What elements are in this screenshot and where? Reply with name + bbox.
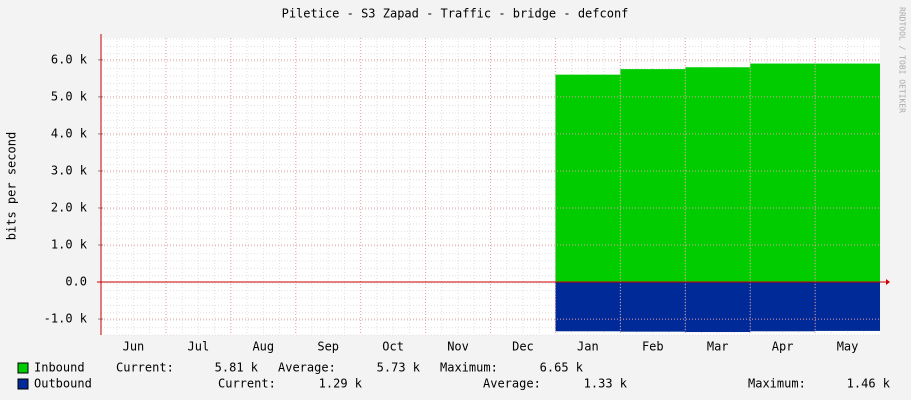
area-segment <box>750 63 816 283</box>
area-segment <box>685 282 751 333</box>
x-tick-label: Oct <box>382 340 404 354</box>
legend-stat-label: Current: <box>116 361 174 375</box>
x-tick-label: Aug <box>252 340 274 354</box>
y-tick-label: 5.0 k <box>51 89 88 103</box>
axis-arrow <box>886 279 890 286</box>
legend-label: Inbound <box>34 361 85 375</box>
y-tick-label: 4.0 k <box>51 126 88 140</box>
legend-label: Outbound <box>34 377 92 391</box>
side-note: RRDTOOL / TOBI OETIKER <box>898 7 907 113</box>
y-tick-label: 6.0 k <box>51 52 88 66</box>
legend-swatch <box>17 378 29 390</box>
legend-stat-value: 1.29 k <box>319 377 363 391</box>
x-tick-label: Apr <box>772 340 794 354</box>
x-tick-label: Jul <box>188 340 210 354</box>
x-tick-label: Sep <box>317 340 339 354</box>
x-tick-label: Mar <box>707 340 729 354</box>
y-axis-label: bits per second <box>5 132 19 240</box>
area-segment <box>620 282 686 332</box>
legend-stat-value: 5.81 k <box>215 361 259 375</box>
legend-stat-label: Average: <box>483 377 541 391</box>
y-tick-label: -1.0 k <box>44 312 88 326</box>
legend-stat-label: Average: <box>278 361 336 375</box>
area-segment <box>555 74 621 283</box>
area-segment <box>620 69 686 283</box>
x-tick-label: May <box>837 340 859 354</box>
area-segment <box>815 63 880 283</box>
area-segment <box>815 282 880 331</box>
chart-title: Piletice - S3 Zapad - Traffic - bridge -… <box>282 7 629 21</box>
legend-stat-value: 1.33 k <box>584 377 628 391</box>
x-tick-label: Nov <box>447 340 469 354</box>
legend-stat-value: 5.73 k <box>377 361 421 375</box>
legend-swatch <box>17 362 29 374</box>
legend-stat-value: 1.46 k <box>847 377 891 391</box>
x-tick-label: Dec <box>512 340 534 354</box>
area-segment <box>750 282 816 332</box>
area-segment <box>555 282 621 332</box>
y-tick-label: 0.0 <box>65 275 87 289</box>
y-tick-label: 1.0 k <box>51 238 88 252</box>
legend-stat-label: Current: <box>218 377 276 391</box>
y-tick-label: 3.0 k <box>51 163 88 177</box>
x-tick-label: Jun <box>123 340 145 354</box>
legend-stat-label: Maximum: <box>748 377 806 391</box>
x-tick-label: Jan <box>577 340 599 354</box>
x-tick-label: Feb <box>642 340 664 354</box>
legend-stat-value: 6.65 k <box>540 361 584 375</box>
area-segment <box>685 67 751 283</box>
y-tick-label: 2.0 k <box>51 200 88 214</box>
legend-stat-label: Maximum: <box>440 361 498 375</box>
